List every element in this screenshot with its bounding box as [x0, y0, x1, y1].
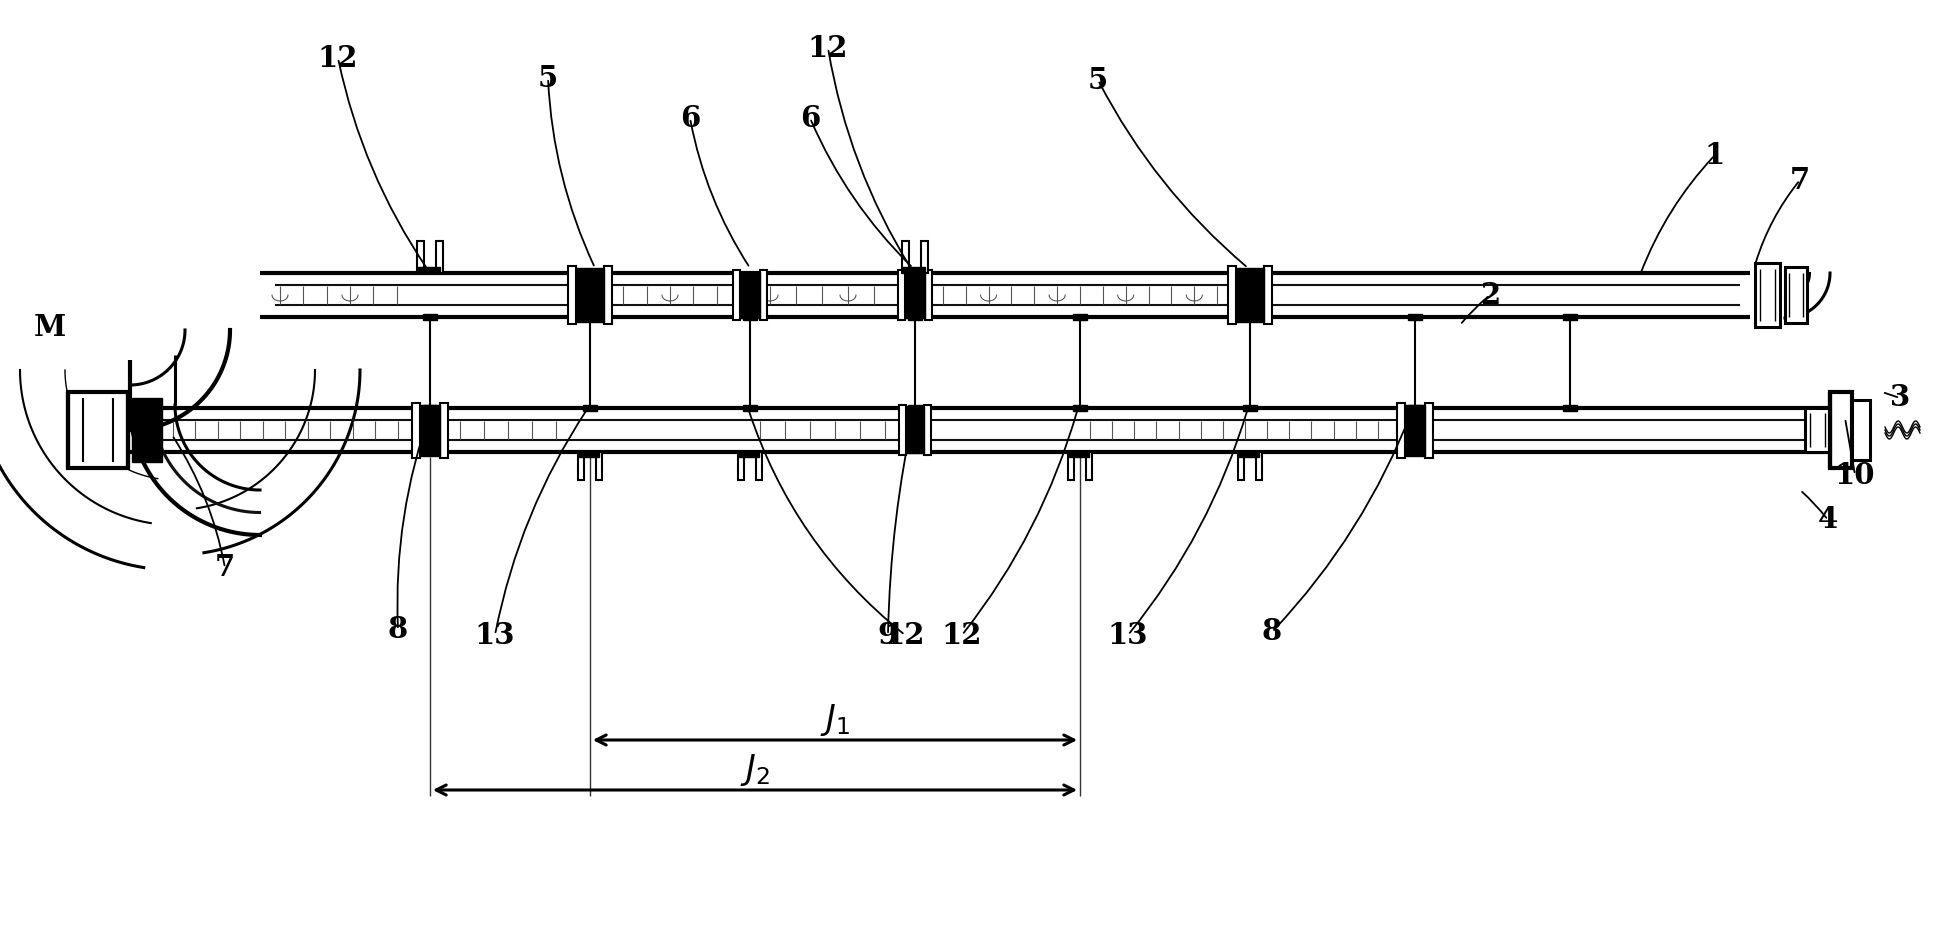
Bar [739, 272, 761, 318]
Bar [435, 241, 443, 273]
Bar [418, 267, 441, 273]
Bar [1563, 405, 1576, 411]
Bar [583, 314, 597, 320]
Bar [761, 270, 767, 320]
Text: 13: 13 [1108, 620, 1149, 649]
Bar [1227, 266, 1237, 324]
Bar [737, 452, 759, 457]
Bar [412, 403, 419, 458]
Bar [901, 241, 909, 273]
Text: $J_1$: $J_1$ [819, 702, 851, 738]
Bar [1785, 267, 1807, 323]
Bar [577, 452, 583, 480]
Text: 13: 13 [474, 620, 515, 649]
Bar [1067, 452, 1089, 457]
Bar [419, 405, 441, 456]
Bar [907, 405, 923, 411]
Bar [901, 267, 925, 273]
Text: 3: 3 [1891, 384, 1910, 412]
Bar [743, 314, 757, 320]
Bar [905, 272, 925, 318]
Bar [737, 452, 743, 480]
Text: M: M [33, 313, 66, 343]
Text: 12: 12 [808, 34, 849, 62]
Bar [1087, 452, 1093, 480]
Bar [1256, 452, 1262, 480]
Text: 6: 6 [679, 104, 700, 133]
Bar [755, 452, 763, 480]
Bar [925, 405, 931, 455]
Text: 7: 7 [215, 553, 236, 582]
Bar [68, 392, 129, 468]
Text: $J_2$: $J_2$ [739, 752, 771, 788]
Bar [921, 241, 929, 273]
Text: 12: 12 [318, 43, 359, 72]
Bar [1239, 452, 1258, 457]
Text: 5: 5 [538, 63, 558, 92]
Text: 4: 4 [1818, 505, 1838, 534]
Bar [899, 405, 905, 455]
Bar [1424, 403, 1432, 458]
Bar [1830, 392, 1851, 468]
Bar [441, 403, 449, 458]
Text: 12: 12 [942, 620, 981, 649]
Text: 9: 9 [878, 620, 897, 649]
Bar [1239, 452, 1245, 480]
Bar [418, 241, 423, 273]
Bar [1397, 403, 1405, 458]
Bar [1563, 314, 1576, 320]
Text: 6: 6 [800, 104, 819, 133]
Bar [1073, 405, 1087, 411]
Bar [583, 405, 597, 411]
Text: 1: 1 [1705, 140, 1725, 169]
Text: 12: 12 [884, 620, 925, 649]
Bar [1405, 405, 1424, 456]
Text: 8: 8 [1262, 617, 1282, 646]
Bar [576, 268, 605, 322]
Bar [423, 314, 437, 320]
Bar [577, 452, 599, 457]
Text: 2: 2 [1481, 280, 1500, 310]
Bar [734, 270, 739, 320]
Bar [1237, 268, 1264, 322]
Bar [595, 452, 603, 480]
Bar [1805, 408, 1830, 452]
Bar [1409, 405, 1422, 411]
Text: 10: 10 [1834, 460, 1875, 489]
Bar [1851, 400, 1869, 460]
Bar [743, 405, 757, 411]
Bar [1409, 314, 1422, 320]
Text: 8: 8 [388, 615, 408, 645]
Bar [1264, 266, 1272, 324]
Text: 7: 7 [1789, 166, 1811, 195]
Bar [1243, 314, 1256, 320]
Bar [423, 405, 437, 411]
Bar [568, 266, 576, 324]
Bar [907, 314, 923, 320]
Bar [1756, 263, 1779, 327]
Bar [1067, 452, 1073, 480]
Bar [133, 398, 162, 462]
Bar [605, 266, 613, 324]
Text: 5: 5 [1089, 66, 1108, 94]
Bar [897, 270, 905, 320]
Bar [905, 407, 925, 453]
Bar [1243, 405, 1256, 411]
Bar [1073, 314, 1087, 320]
Bar [925, 270, 933, 320]
